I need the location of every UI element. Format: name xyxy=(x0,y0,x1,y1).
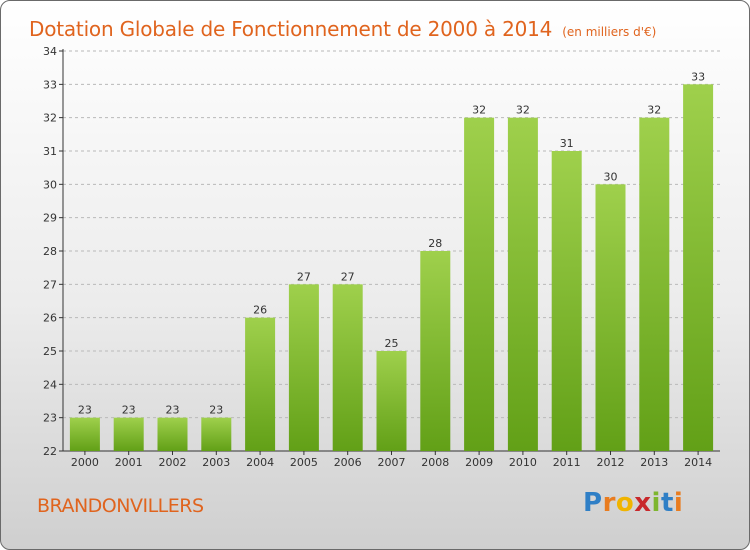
logo-letter: t xyxy=(660,488,674,518)
data-label-2013: 32 xyxy=(647,104,661,117)
data-label-2002: 23 xyxy=(166,404,180,417)
data-label-2011: 31 xyxy=(560,137,574,150)
bar-2008 xyxy=(420,251,451,451)
y-tick-label: 32 xyxy=(43,112,57,125)
commune-name: BRANDONVILLERS xyxy=(37,495,204,517)
x-tick-label-2000: 2000 xyxy=(71,456,99,469)
bar-2010 xyxy=(507,117,538,452)
logo-letter: i xyxy=(651,488,661,518)
bar-2005 xyxy=(288,284,319,451)
data-label-2012: 30 xyxy=(604,170,618,183)
bar-layer xyxy=(69,84,714,452)
bar-2003 xyxy=(201,417,232,451)
bar-2004 xyxy=(245,317,276,451)
y-tick-label: 22 xyxy=(43,445,57,458)
y-tick-label: 30 xyxy=(43,178,57,191)
bar-2014 xyxy=(683,84,714,451)
y-tick-label: 23 xyxy=(43,412,57,425)
x-tick-label-2001: 2001 xyxy=(115,456,143,469)
logo-letter: r xyxy=(602,488,616,518)
y-tick-label: 25 xyxy=(43,345,57,358)
data-label-2008: 28 xyxy=(428,237,442,250)
y-tick-label: 26 xyxy=(43,312,57,325)
data-label-2014: 33 xyxy=(691,70,705,83)
data-label-2005: 27 xyxy=(297,270,311,283)
bar-2013 xyxy=(639,117,670,452)
y-tick-label: 24 xyxy=(43,378,57,391)
y-tick-label: 31 xyxy=(43,145,57,158)
axis-layer: 22 23 24 25 26 27 28 29 30 31 32 33 34 2000 2001 2002 20… xyxy=(43,45,720,469)
x-tick-label-2003: 2003 xyxy=(202,456,230,469)
chart-title: Dotation Globale de Fonctionnement de 20… xyxy=(29,6,656,44)
label-layer: 23 23 23 23 26 27 27 25 28 32 32 31 30 32 33 xyxy=(78,70,705,416)
bar-2001 xyxy=(113,417,144,451)
data-label-2001: 23 xyxy=(122,404,136,417)
x-tick-label-2004: 2004 xyxy=(246,456,274,469)
bar-2012 xyxy=(595,184,626,452)
bar-2009 xyxy=(464,117,495,452)
logo-letter: i xyxy=(673,488,684,518)
x-tick-label-2006: 2006 xyxy=(334,456,362,469)
x-tick-label-2011: 2011 xyxy=(553,456,581,469)
data-label-2004: 26 xyxy=(253,304,267,317)
bar-2006 xyxy=(332,284,363,451)
data-label-2010: 32 xyxy=(516,104,530,117)
x-tick-label-2005: 2005 xyxy=(290,456,318,469)
bar-2007 xyxy=(376,351,407,451)
x-tick-label-2014: 2014 xyxy=(684,456,712,469)
data-label-2009: 32 xyxy=(472,104,486,117)
chart-title-text: Dotation Globale de Fonctionnement de 20… xyxy=(29,17,553,41)
x-tick-label-2007: 2007 xyxy=(378,456,406,469)
logo-letter: P xyxy=(583,488,603,518)
x-tick-label-2010: 2010 xyxy=(509,456,537,469)
x-tick-label-2002: 2002 xyxy=(159,456,187,469)
y-tick-label: 34 xyxy=(43,45,57,58)
x-tick-label-2009: 2009 xyxy=(465,456,493,469)
x-tick-label-2008: 2008 xyxy=(421,456,449,469)
data-label-2003: 23 xyxy=(209,404,223,417)
bar-2000 xyxy=(69,417,100,451)
y-tick-label: 33 xyxy=(43,78,57,91)
bar-2011 xyxy=(551,151,582,451)
x-tick-label-2012: 2012 xyxy=(597,456,625,469)
unit-label: (en milliers d'€) xyxy=(562,25,657,39)
data-label-2006: 27 xyxy=(341,270,355,283)
x-tick-label-2013: 2013 xyxy=(640,456,668,469)
bar-2002 xyxy=(157,417,188,451)
y-tick-label: 28 xyxy=(43,245,57,258)
data-label-2000: 23 xyxy=(78,404,92,417)
y-tick-label: 29 xyxy=(43,212,57,225)
proxiti-logo: Proxiti xyxy=(583,488,683,518)
logo-letter: x xyxy=(634,488,652,518)
logo-letter: o xyxy=(615,488,635,518)
data-label-2007: 25 xyxy=(385,337,399,350)
y-tick-label: 27 xyxy=(43,278,57,291)
